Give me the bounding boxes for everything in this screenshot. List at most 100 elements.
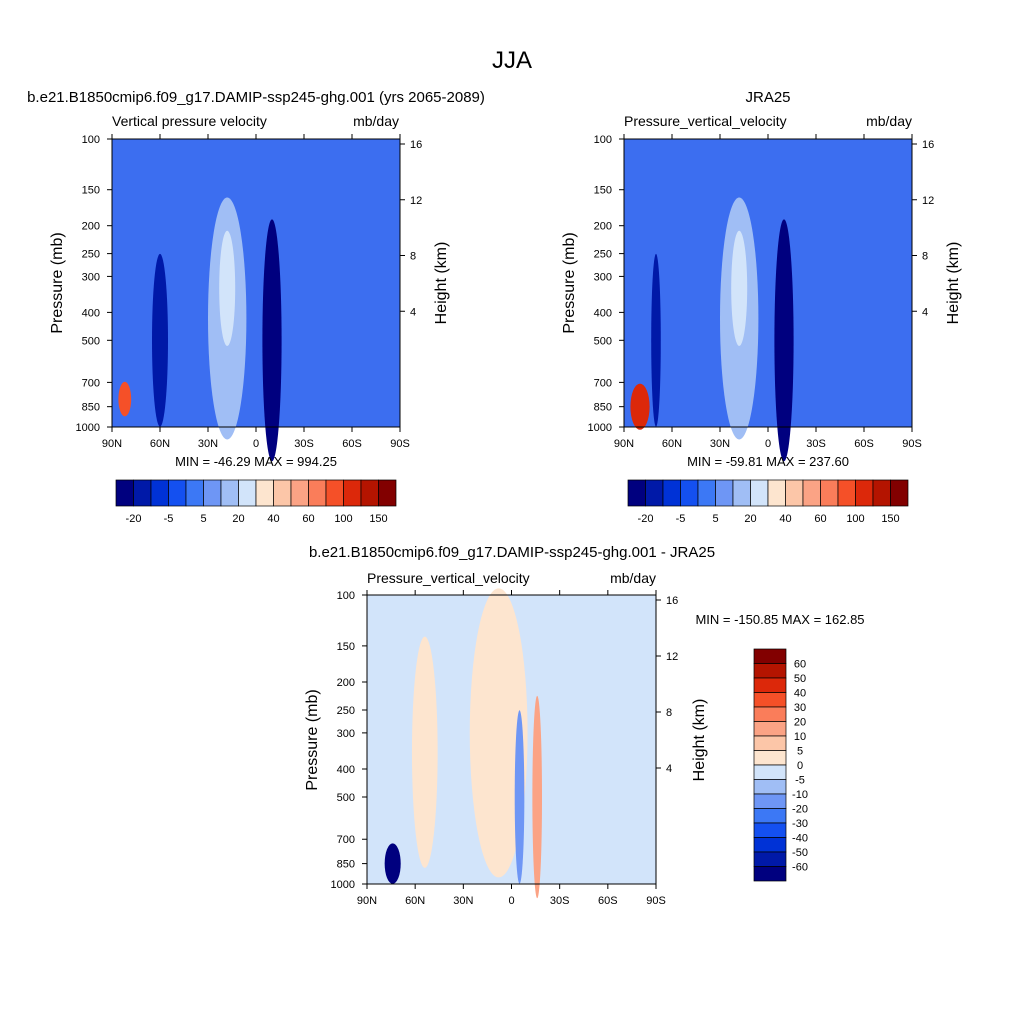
x-tick-label: 30S: [806, 438, 826, 450]
y-tick-label: 850: [337, 859, 355, 871]
y-tick-label: 200: [594, 221, 612, 233]
colorbar-label: -5: [795, 775, 805, 787]
x-axis: 90N 60N 30N 0 30S 60S 90S: [102, 134, 410, 450]
x-axis: 90N 60N 30N 0 30S 60S 90S: [357, 590, 666, 907]
colorbar-swatch: [753, 822, 787, 838]
panel-title: b.e21.B1850cmip6.f09_g17.DAMIP-ssp245-gh…: [309, 544, 715, 561]
plot-area: [111, 138, 401, 462]
colorbar-swatch: [255, 479, 274, 507]
colorbar-swatch: [753, 808, 787, 824]
colorbar-swatch: [168, 479, 187, 507]
panel-model: b.e21.B1850cmip6.f09_g17.DAMIP-ssp245-gh…: [27, 89, 485, 525]
y-tick-label: 500: [82, 335, 100, 347]
colorbar-label: 40: [779, 513, 791, 525]
colorbar-swatch: [753, 648, 787, 664]
colorbar-swatch: [220, 479, 239, 507]
colorbar-swatch: [820, 479, 839, 507]
y-axis-label: Pressure (mb): [561, 232, 578, 333]
panel-title: JRA25: [745, 89, 790, 106]
colorbar-label: 50: [794, 673, 806, 685]
y-axis-label-right: Height (km): [945, 242, 962, 325]
y-right-tick-label: 4: [410, 306, 416, 318]
colorbar-label: 5: [200, 513, 206, 525]
y-right-tick-label: 12: [666, 651, 678, 663]
y-tick-label: 300: [594, 271, 612, 283]
field-blob: [651, 253, 661, 427]
colorbar-label: -30: [792, 818, 808, 830]
colorbar-label: -60: [792, 862, 808, 874]
panel-subtitle-left: Pressure_vertical_velocity: [367, 570, 530, 586]
field-blob: [118, 381, 132, 417]
colorbar-swatch: [627, 479, 646, 507]
stats-label: MIN = -59.81 MAX = 237.60: [687, 454, 849, 469]
x-tick-label: 90S: [390, 438, 410, 450]
colorbar-swatch: [753, 779, 787, 795]
colorbar-swatch: [645, 479, 664, 507]
x-tick-label: 60N: [405, 895, 425, 907]
y-axis-label: Pressure (mb): [49, 232, 66, 333]
y-axis-label-right: Height (km): [433, 242, 450, 325]
y-right-tick-label: 8: [410, 251, 416, 263]
colorbar-label: 150: [369, 513, 387, 525]
y-tick-label: 250: [594, 249, 612, 261]
x-tick-label: 90N: [357, 895, 377, 907]
colorbar-swatch: [753, 677, 787, 693]
x-tick-label: 60S: [598, 895, 618, 907]
stats-label: MIN = -150.85 MAX = 162.85: [695, 612, 864, 627]
y-tick-label: 400: [337, 764, 355, 776]
colorbar-label: 40: [794, 688, 806, 700]
colorbar-label: 5: [712, 513, 718, 525]
x-tick-label: 0: [765, 438, 771, 450]
colorbar-swatch: [753, 721, 787, 737]
y-tick-label: 1000: [76, 422, 100, 434]
y-tick-label: 400: [82, 307, 100, 319]
field-background: [624, 139, 912, 427]
y-right-tick-label: 4: [666, 763, 672, 775]
x-tick-label: 30S: [550, 895, 570, 907]
y-tick-label: 150: [82, 185, 100, 197]
colorbar-swatch: [662, 479, 681, 507]
y-tick-label: 300: [337, 728, 355, 740]
colorbar-swatch: [855, 479, 874, 507]
field-blob: [262, 219, 282, 462]
colorbar-swatch: [753, 735, 787, 751]
colorbar-label: -5: [164, 513, 174, 525]
field-features: [118, 197, 282, 462]
colorbar-swatch: [785, 479, 804, 507]
colorbar-label: 0: [797, 760, 803, 772]
field-blob: [219, 230, 236, 346]
colorbar-label: 10: [794, 731, 806, 743]
y-tick-label: 700: [337, 834, 355, 846]
y-right-tick-label: 8: [922, 251, 928, 263]
colorbar-label: 60: [794, 659, 806, 671]
field-blob: [630, 383, 650, 430]
y-axis-right: 16 12 8 4: [400, 139, 422, 318]
colorbar-label: 40: [267, 513, 279, 525]
field-blob: [384, 843, 401, 884]
colorbar-swatch: [343, 479, 362, 507]
y-tick-label: 500: [337, 792, 355, 804]
colorbar-label: -50: [792, 847, 808, 859]
x-tick-label: 60S: [854, 438, 874, 450]
colorbar: -20 -5 5 20 40 60 100 150: [627, 479, 909, 525]
colorbar-label: 20: [794, 717, 806, 729]
y-axis-right: 16 12 8 4: [656, 595, 678, 775]
figure-title: JJA: [492, 47, 532, 74]
y-right-tick-label: 12: [410, 195, 422, 207]
colorbar-label: 5: [797, 746, 803, 758]
panel-obs: JRA25 Pressure_vertical_velocity mb/day …: [561, 89, 962, 525]
colorbar-swatch: [238, 479, 257, 507]
colorbar-label: -40: [792, 833, 808, 845]
y-tick-label: 200: [337, 677, 355, 689]
y-tick-label: 500: [594, 335, 612, 347]
x-axis: 90N 60N 30N 0 30S 60S 90S: [614, 134, 922, 450]
y-tick-label: 150: [337, 641, 355, 653]
colorbar-swatch: [378, 479, 397, 507]
colorbar-swatch: [732, 479, 751, 507]
field-blob: [514, 710, 525, 884]
y-tick-label: 100: [82, 134, 100, 146]
colorbar-swatch: [750, 479, 769, 507]
colorbar-swatch: [325, 479, 344, 507]
colorbar-swatch: [753, 866, 787, 882]
